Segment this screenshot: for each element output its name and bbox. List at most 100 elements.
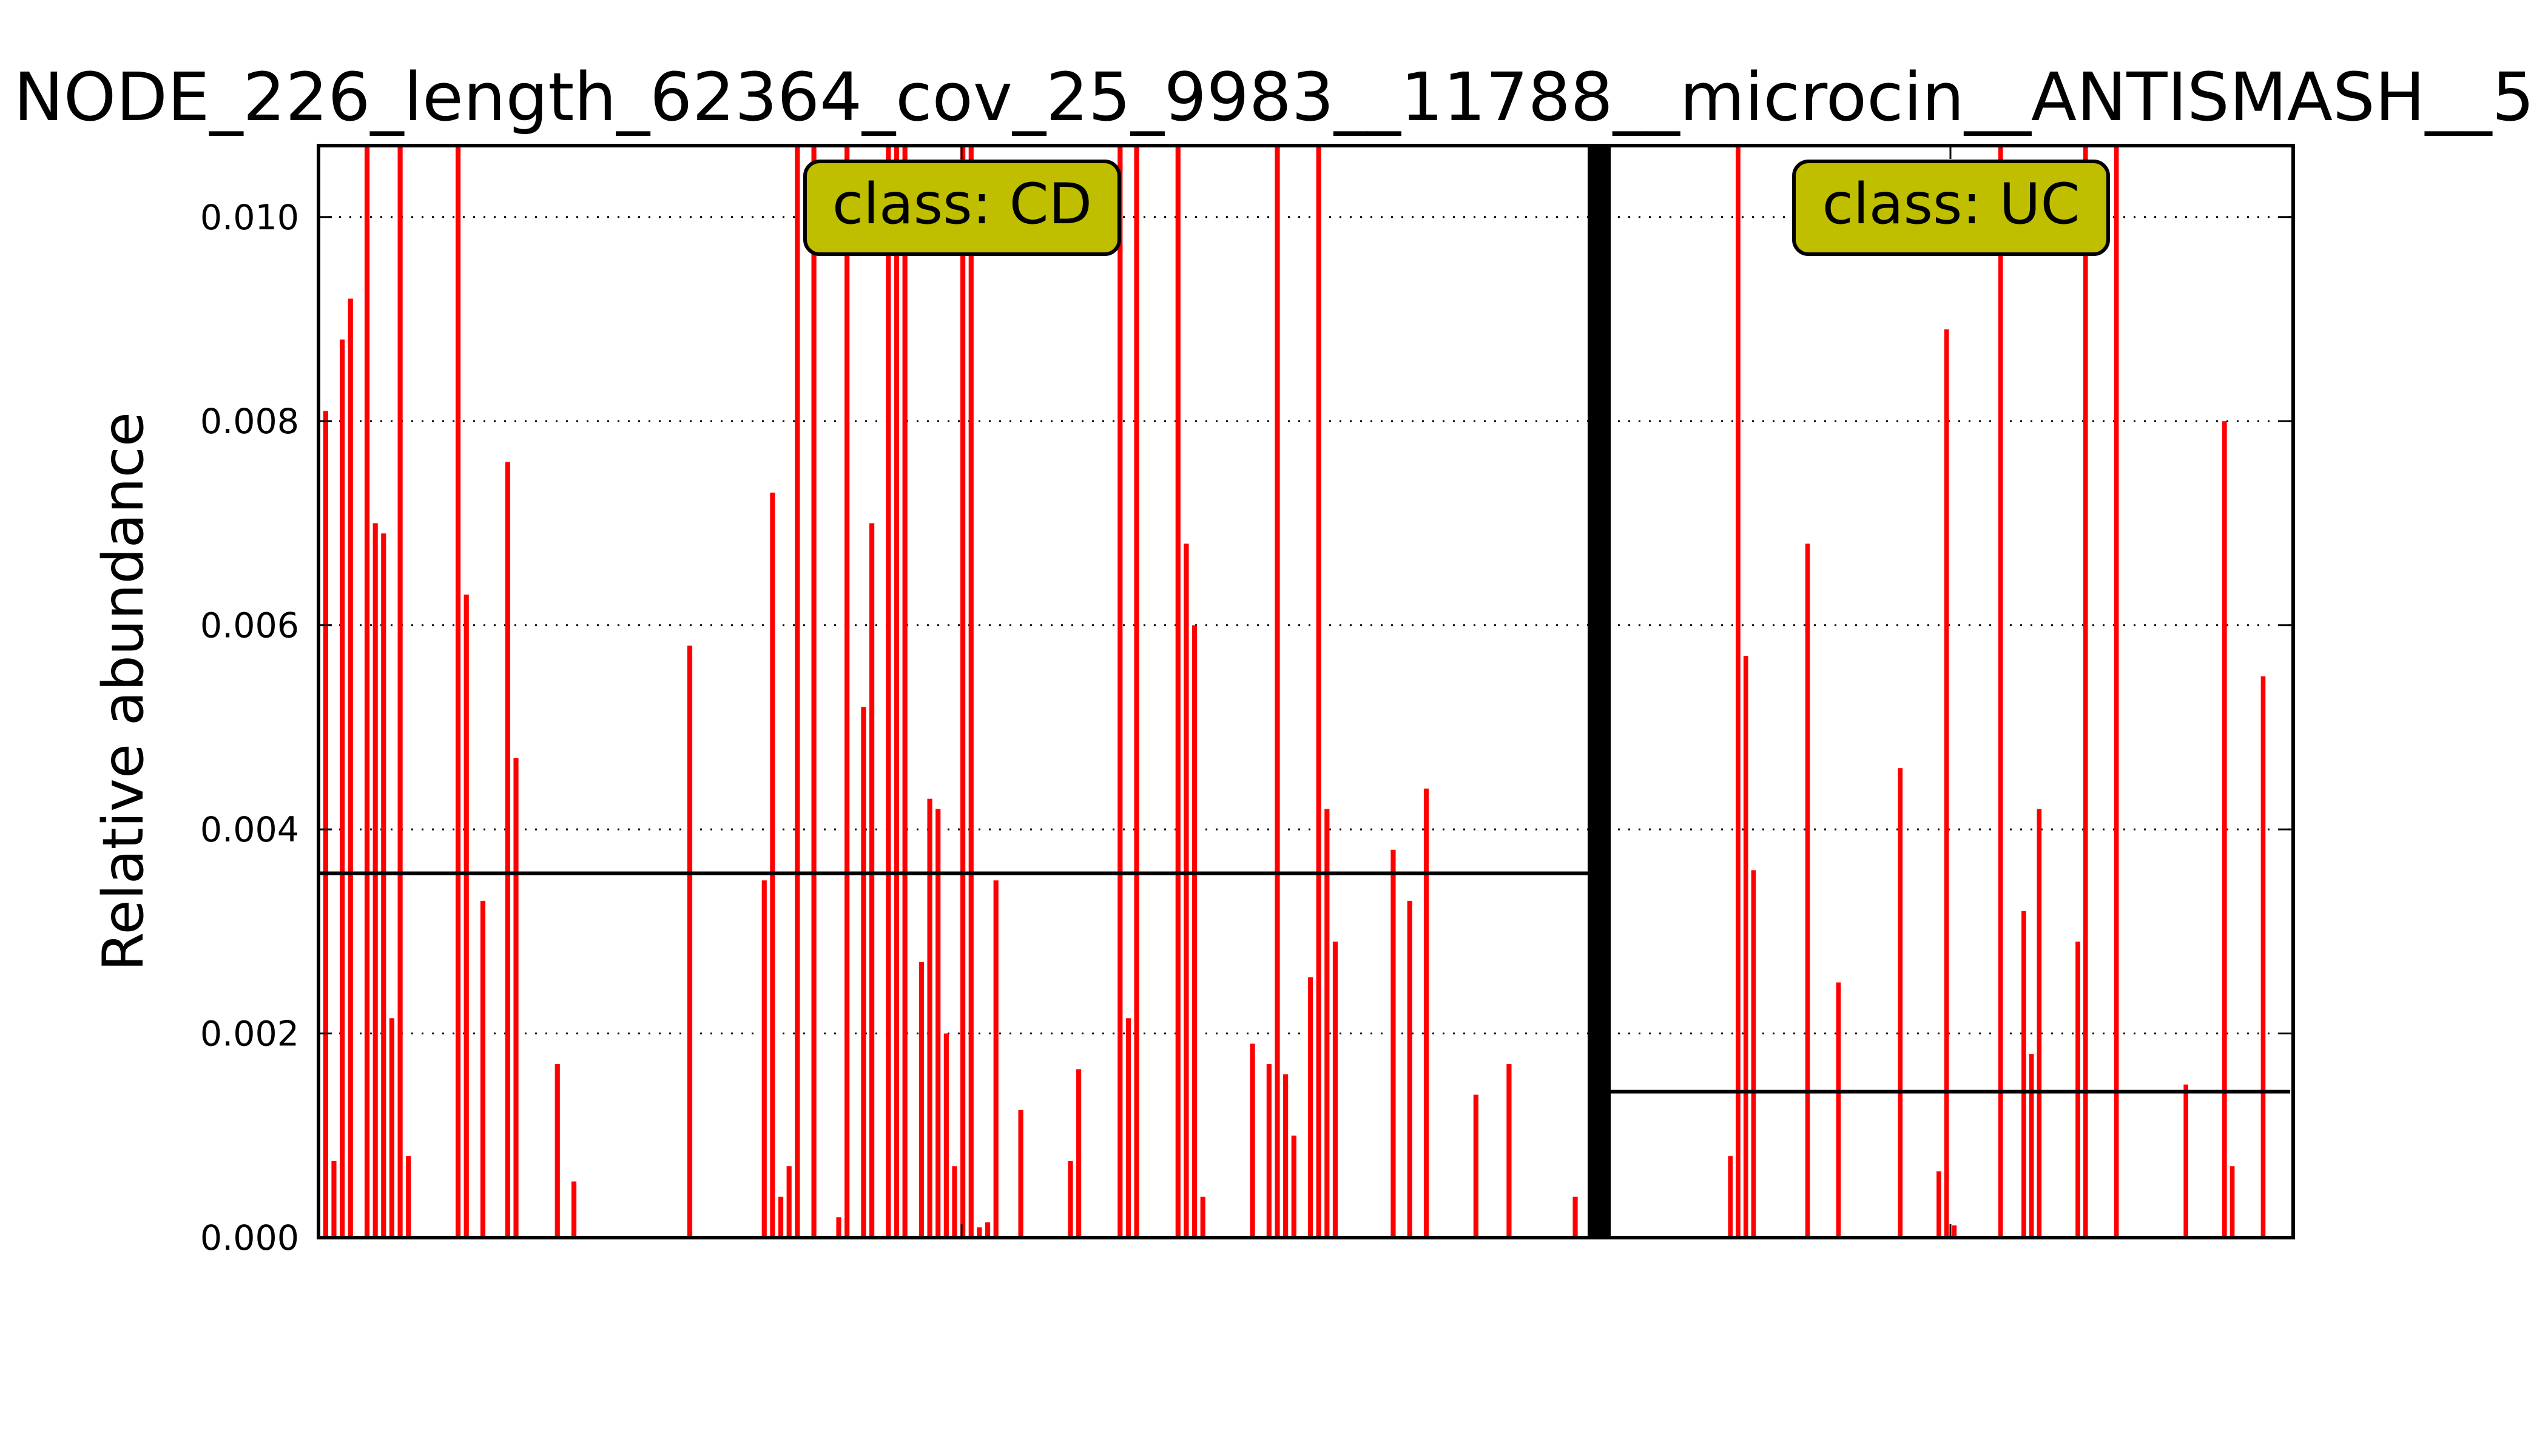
y-tick-label: 0.010 — [200, 198, 299, 238]
bar — [968, 146, 974, 1238]
mean-lines — [318, 871, 2290, 1094]
bar — [1473, 1094, 1478, 1238]
bar — [1125, 1018, 1131, 1238]
bar — [1191, 625, 1198, 1238]
y-axis-label: Relative abundance — [90, 412, 156, 971]
bar — [364, 146, 370, 1238]
y-axis-ticks: 0.000 0.002 0.004 0.006 0.008 0.010 — [200, 198, 2293, 1258]
bar — [571, 1181, 577, 1238]
bar — [894, 146, 900, 1238]
bar — [1018, 1110, 1023, 1238]
bar — [770, 492, 775, 1238]
bar — [1936, 1171, 1941, 1238]
bar — [886, 146, 891, 1238]
bar — [1134, 146, 1139, 1238]
bar — [861, 707, 866, 1238]
bar — [1250, 1043, 1255, 1238]
bar — [977, 1227, 982, 1238]
bar — [1068, 1161, 1073, 1238]
bar — [836, 1217, 841, 1238]
bar — [397, 146, 403, 1238]
bar — [406, 1156, 411, 1238]
bar — [1944, 329, 1949, 1238]
bar — [2083, 146, 2088, 1238]
bar — [918, 962, 925, 1238]
bar — [2230, 1166, 2235, 1238]
y-tick-label: 0.006 — [200, 606, 299, 646]
bar — [463, 595, 469, 1238]
bar — [1324, 809, 1330, 1238]
bar — [1728, 1156, 1733, 1238]
bar — [1175, 146, 1181, 1238]
y-tick-label: 0.000 — [200, 1218, 299, 1258]
bar — [1743, 656, 1748, 1238]
chart-title: NODE_226_length_62364_cov_25_9983__11788… — [13, 58, 2534, 136]
bar — [480, 900, 486, 1238]
bar — [331, 1161, 337, 1238]
bars-class-uc — [1728, 146, 2266, 1238]
bar — [513, 758, 519, 1238]
bar — [1572, 1196, 1578, 1238]
bar — [960, 146, 966, 1238]
bar — [2075, 942, 2080, 1238]
bars-class-cd — [323, 146, 1578, 1238]
y-tick-label: 0.008 — [200, 402, 299, 442]
bar — [2114, 146, 2119, 1238]
bar — [1332, 942, 1338, 1238]
class-label-uc: class: UC — [1822, 171, 2080, 237]
bar — [761, 880, 767, 1238]
bar — [2037, 809, 2042, 1238]
bar — [1275, 146, 1280, 1238]
bar — [1998, 146, 2003, 1238]
bar — [1117, 146, 1123, 1238]
bar — [1751, 870, 1756, 1238]
bar — [902, 146, 908, 1238]
bar — [1316, 146, 1321, 1238]
bar — [1266, 1064, 1272, 1238]
bar — [505, 462, 511, 1238]
bar — [323, 411, 328, 1238]
bar — [348, 298, 353, 1238]
bar — [340, 339, 345, 1238]
plot-frame — [317, 144, 2295, 1239]
bar — [554, 1064, 560, 1238]
bar — [1736, 146, 1741, 1238]
bar — [869, 523, 875, 1238]
bar — [1898, 768, 1903, 1238]
bar — [1184, 544, 1189, 1238]
bar — [1836, 982, 1841, 1238]
bar — [687, 645, 693, 1238]
bar — [795, 146, 800, 1238]
bar — [1307, 977, 1313, 1238]
bar — [1952, 1225, 1957, 1238]
bar — [1283, 1074, 1289, 1238]
bar — [389, 1018, 395, 1238]
bar — [1200, 1196, 1205, 1238]
bar — [943, 1033, 949, 1238]
bar — [993, 880, 999, 1238]
bar — [2183, 1084, 2188, 1238]
bar — [2260, 676, 2266, 1238]
bar — [927, 798, 932, 1238]
bar — [1423, 788, 1429, 1238]
bar — [985, 1222, 991, 1238]
bar — [2222, 421, 2227, 1238]
bar — [1390, 849, 1396, 1238]
bar — [935, 809, 941, 1238]
bar — [381, 533, 386, 1238]
bar — [786, 1166, 792, 1238]
bar — [778, 1196, 784, 1238]
y-tick-label: 0.002 — [200, 1014, 299, 1054]
class-label-cd: class: CD — [832, 171, 1092, 237]
bar — [2029, 1054, 2034, 1238]
bar — [811, 146, 817, 1238]
bar — [372, 523, 378, 1238]
bar — [1407, 900, 1412, 1238]
bar — [1291, 1135, 1296, 1238]
y-tick-label: 0.004 — [200, 810, 299, 850]
bar — [952, 1166, 957, 1238]
bar — [2021, 911, 2026, 1238]
panel-separator — [1588, 146, 1611, 1238]
